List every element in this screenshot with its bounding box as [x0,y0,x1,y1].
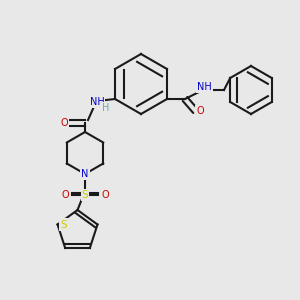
Text: O: O [61,118,68,128]
Text: S: S [82,190,88,200]
Text: NH: NH [90,97,104,107]
Text: S: S [60,220,67,230]
Text: N: N [81,169,89,179]
Text: O: O [61,190,69,200]
Text: H: H [102,103,110,113]
Text: O: O [196,106,204,116]
Text: O: O [101,190,109,200]
Text: NH: NH [197,82,212,92]
